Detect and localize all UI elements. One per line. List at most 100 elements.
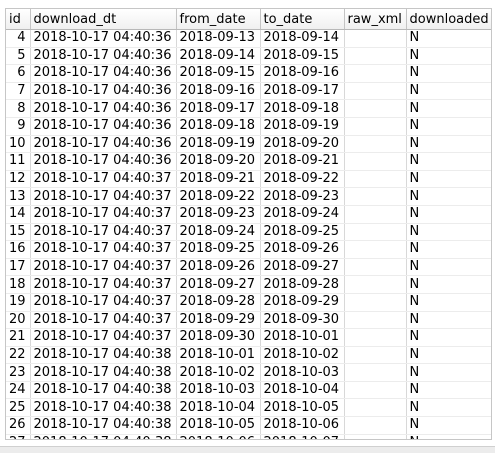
table-row[interactable]: 25 2018-10-17 04:40:38 2018-10-04 2018-10-0… bbox=[6, 398, 491, 418]
cell-download-dt[interactable]: 2018-10-17 04:40:38 bbox=[30, 434, 177, 439]
cell-downloaded[interactable]: N bbox=[406, 416, 491, 435]
cell-downloaded[interactable]: N bbox=[406, 258, 491, 277]
cell-id[interactable]: 6 bbox=[6, 64, 31, 83]
cell-download-dt[interactable]: 2018-10-17 04:40:36 bbox=[30, 117, 177, 136]
cell-from-date[interactable]: 2018-10-06 bbox=[176, 434, 261, 439]
cell-to-date[interactable]: 2018-09-26 bbox=[260, 240, 345, 259]
cell-downloaded[interactable]: N bbox=[406, 346, 491, 365]
table-row[interactable]: 10 2018-10-17 04:40:36 2018-09-19 2018-09-2… bbox=[6, 135, 491, 154]
cell-raw-xml[interactable] bbox=[344, 258, 407, 277]
cell-to-date[interactable]: 2018-09-14 bbox=[260, 29, 345, 48]
cell-download-dt[interactable]: 2018-10-17 04:40:37 bbox=[30, 223, 177, 242]
cell-to-date[interactable]: 2018-09-27 bbox=[260, 258, 345, 277]
table-row[interactable]: 26 2018-10-17 04:40:38 2018-10-05 2018-10-0… bbox=[6, 416, 491, 435]
cell-download-dt[interactable]: 2018-10-17 04:40:38 bbox=[30, 381, 177, 400]
cell-download-dt[interactable]: 2018-10-17 04:40:37 bbox=[30, 293, 177, 312]
cell-download-dt[interactable]: 2018-10-17 04:40:38 bbox=[30, 416, 177, 435]
cell-download-dt[interactable]: 2018-10-17 04:40:37 bbox=[30, 187, 177, 206]
cell-raw-xml[interactable] bbox=[344, 135, 407, 154]
cell-download-dt[interactable]: 2018-10-17 04:40:36 bbox=[30, 47, 177, 66]
cell-downloaded[interactable]: N bbox=[406, 170, 491, 189]
cell-id[interactable]: 23 bbox=[6, 363, 31, 382]
cell-to-date[interactable]: 2018-09-21 bbox=[260, 152, 345, 171]
table-row[interactable]: 18 2018-10-17 04:40:37 2018-09-27 2018-09-2… bbox=[6, 275, 491, 294]
cell-to-date[interactable]: 2018-09-20 bbox=[260, 135, 345, 154]
cell-download-dt[interactable]: 2018-10-17 04:40:37 bbox=[30, 311, 177, 330]
table-row[interactable]: 5 2018-10-17 04:40:36 2018-09-14 2018-09-15… bbox=[6, 47, 491, 66]
cell-download-dt[interactable]: 2018-10-17 04:40:38 bbox=[30, 363, 177, 382]
cell-download-dt[interactable]: 2018-10-17 04:40:37 bbox=[30, 328, 177, 347]
cell-download-dt[interactable]: 2018-10-17 04:40:36 bbox=[30, 64, 177, 83]
cell-download-dt[interactable]: 2018-10-17 04:40:36 bbox=[30, 135, 177, 154]
cell-to-date[interactable]: 2018-09-19 bbox=[260, 117, 345, 136]
table-row[interactable]: 19 2018-10-17 04:40:37 2018-09-28 2018-09-2… bbox=[6, 293, 491, 312]
cell-to-date[interactable]: 2018-10-03 bbox=[260, 363, 345, 382]
table-row[interactable]: 12 2018-10-17 04:40:37 2018-09-21 2018-09-2… bbox=[6, 170, 491, 189]
cell-from-date[interactable]: 2018-09-14 bbox=[176, 47, 261, 66]
column-header-download-dt[interactable]: download_dt bbox=[30, 9, 177, 30]
cell-downloaded[interactable]: N bbox=[406, 434, 491, 439]
column-header-downloaded[interactable]: downloaded bbox=[406, 9, 491, 30]
cell-to-date[interactable]: 2018-09-23 bbox=[260, 187, 345, 206]
cell-to-date[interactable]: 2018-09-25 bbox=[260, 223, 345, 242]
cell-to-date[interactable]: 2018-09-30 bbox=[260, 311, 345, 330]
cell-downloaded[interactable]: N bbox=[406, 152, 491, 171]
cell-download-dt[interactable]: 2018-10-17 04:40:38 bbox=[30, 398, 177, 418]
cell-id[interactable]: 13 bbox=[6, 187, 31, 206]
cell-id[interactable]: 24 bbox=[6, 381, 31, 400]
cell-download-dt[interactable]: 2018-10-17 04:40:36 bbox=[30, 82, 177, 101]
column-header-id[interactable]: id bbox=[6, 9, 31, 30]
cell-id[interactable]: 15 bbox=[6, 223, 31, 242]
cell-downloaded[interactable]: N bbox=[406, 47, 491, 66]
table-row[interactable]: 15 2018-10-17 04:40:37 2018-09-24 2018-09-2… bbox=[6, 223, 491, 242]
cell-raw-xml[interactable] bbox=[344, 223, 407, 242]
cell-id[interactable]: 19 bbox=[6, 293, 31, 312]
cell-from-date[interactable]: 2018-09-27 bbox=[176, 275, 261, 294]
cell-id[interactable]: 4 bbox=[6, 29, 31, 48]
cell-download-dt[interactable]: 2018-10-17 04:40:36 bbox=[30, 152, 177, 171]
cell-downloaded[interactable]: N bbox=[406, 311, 491, 330]
cell-from-date[interactable]: 2018-09-23 bbox=[176, 205, 261, 224]
cell-raw-xml[interactable] bbox=[344, 117, 407, 136]
cell-to-date[interactable]: 2018-10-01 bbox=[260, 328, 345, 347]
cell-from-date[interactable]: 2018-10-04 bbox=[176, 398, 261, 418]
cell-to-date[interactable]: 2018-10-04 bbox=[260, 381, 345, 400]
cell-from-date[interactable]: 2018-09-29 bbox=[176, 311, 261, 330]
cell-raw-xml[interactable] bbox=[344, 205, 407, 224]
cell-raw-xml[interactable] bbox=[344, 99, 407, 118]
cell-to-date[interactable]: 2018-10-06 bbox=[260, 416, 345, 435]
cell-from-date[interactable]: 2018-10-01 bbox=[176, 346, 261, 365]
table-row[interactable]: 9 2018-10-17 04:40:36 2018-09-18 2018-09-19… bbox=[6, 117, 491, 136]
cell-id[interactable]: 12 bbox=[6, 170, 31, 189]
cell-from-date[interactable]: 2018-10-02 bbox=[176, 363, 261, 382]
cell-id[interactable]: 25 bbox=[6, 398, 31, 418]
cell-raw-xml[interactable] bbox=[344, 434, 407, 439]
cell-from-date[interactable]: 2018-09-17 bbox=[176, 99, 261, 118]
cell-to-date[interactable]: 2018-09-29 bbox=[260, 293, 345, 312]
cell-from-date[interactable]: 2018-09-24 bbox=[176, 223, 261, 242]
cell-raw-xml[interactable] bbox=[344, 381, 407, 400]
table-row[interactable]: 8 2018-10-17 04:40:36 2018-09-17 2018-09-18… bbox=[6, 99, 491, 118]
cell-downloaded[interactable]: N bbox=[406, 135, 491, 154]
table-row[interactable]: 17 2018-10-17 04:40:37 2018-09-26 2018-09-2… bbox=[6, 258, 491, 277]
cell-download-dt[interactable]: 2018-10-17 04:40:36 bbox=[30, 99, 177, 118]
table-row[interactable]: 7 2018-10-17 04:40:36 2018-09-16 2018-09-17… bbox=[6, 82, 491, 101]
cell-downloaded[interactable]: N bbox=[406, 398, 491, 418]
cell-raw-xml[interactable] bbox=[344, 47, 407, 66]
cell-raw-xml[interactable] bbox=[344, 187, 407, 206]
cell-download-dt[interactable]: 2018-10-17 04:40:37 bbox=[30, 258, 177, 277]
cell-raw-xml[interactable] bbox=[344, 275, 407, 294]
cell-from-date[interactable]: 2018-09-28 bbox=[176, 293, 261, 312]
table-row[interactable]: 21 2018-10-17 04:40:37 2018-09-30 2018-10-0… bbox=[6, 328, 491, 347]
cell-raw-xml[interactable] bbox=[344, 328, 407, 347]
table-row[interactable]: 13 2018-10-17 04:40:37 2018-09-22 2018-09-2… bbox=[6, 187, 491, 206]
cell-id[interactable]: 18 bbox=[6, 275, 31, 294]
column-header-raw-xml[interactable]: raw_xml bbox=[344, 9, 407, 30]
cell-downloaded[interactable]: N bbox=[406, 117, 491, 136]
cell-id[interactable]: 8 bbox=[6, 99, 31, 118]
cell-raw-xml[interactable] bbox=[344, 398, 407, 418]
cell-from-date[interactable]: 2018-09-18 bbox=[176, 117, 261, 136]
cell-raw-xml[interactable] bbox=[344, 416, 407, 435]
cell-downloaded[interactable]: N bbox=[406, 363, 491, 382]
